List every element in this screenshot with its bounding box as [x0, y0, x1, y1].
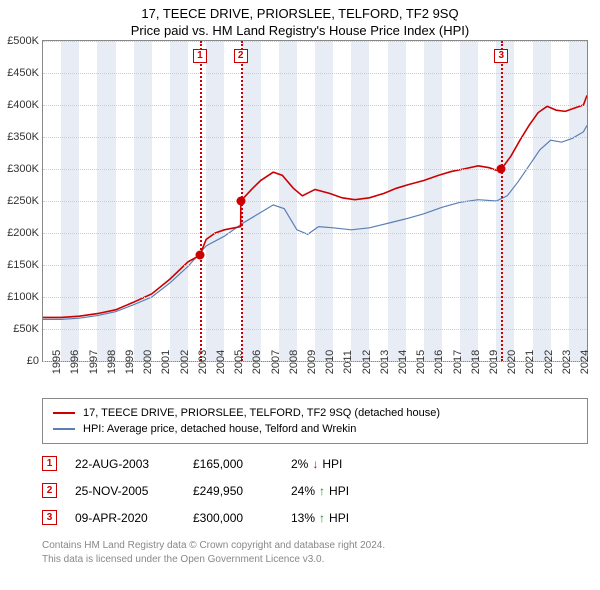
sale-vertical-line [200, 41, 202, 361]
sale-marker-icon: 3 [42, 510, 57, 525]
series-line [43, 125, 587, 319]
sale-date: 25-NOV-2005 [75, 484, 175, 498]
sale-marker-icon: 2 [234, 49, 248, 63]
legend: 17, TEECE DRIVE, PRIORSLEE, TELFORD, TF2… [42, 398, 588, 444]
legend-swatch [53, 412, 75, 414]
legend-row: 17, TEECE DRIVE, PRIORSLEE, TELFORD, TF2… [53, 405, 577, 421]
arrow-down-icon: ↓ [312, 457, 318, 471]
sale-price: £300,000 [193, 511, 273, 525]
title-sub: Price paid vs. HM Land Registry's House … [0, 23, 600, 38]
sale-marker-icon: 2 [42, 483, 57, 498]
legend-swatch [53, 428, 75, 430]
sale-dot-icon [497, 165, 506, 174]
title-main: 17, TEECE DRIVE, PRIORSLEE, TELFORD, TF2… [0, 6, 600, 21]
gridline [43, 297, 587, 298]
footer-line: Contains HM Land Registry data © Crown c… [42, 539, 588, 553]
sale-suffix: HPI [322, 457, 342, 471]
gridline [43, 329, 587, 330]
sale-price: £165,000 [193, 457, 273, 471]
y-axis-label: £150K [7, 259, 43, 271]
gridline [43, 265, 587, 266]
y-axis-label: £350K [7, 131, 43, 143]
sale-dot-icon [236, 197, 245, 206]
y-axis-label: £500K [7, 35, 43, 47]
footer-line: This data is licensed under the Open Gov… [42, 553, 588, 567]
sales-list: 1 22-AUG-2003 £165,000 2% ↓ HPI 2 25-NOV… [42, 450, 588, 531]
sale-suffix: HPI [329, 484, 349, 498]
gridline [43, 233, 587, 234]
y-axis-label: £0 [27, 355, 43, 367]
sale-pct: 2% [291, 457, 308, 471]
sale-date: 09-APR-2020 [75, 511, 175, 525]
sale-date: 22-AUG-2003 [75, 457, 175, 471]
y-axis-label: £50K [13, 323, 43, 335]
sale-marker-icon: 1 [193, 49, 207, 63]
sale-delta: 24% ↑ HPI [291, 484, 349, 498]
title-block: 17, TEECE DRIVE, PRIORSLEE, TELFORD, TF2… [0, 0, 600, 40]
chart-wrap: £0£50K£100K£150K£200K£250K£300K£350K£400… [42, 40, 588, 390]
sale-price: £249,950 [193, 484, 273, 498]
y-axis-label: £450K [7, 67, 43, 79]
sale-marker-icon: 1 [42, 456, 57, 471]
gridline [43, 137, 587, 138]
chart-container: 17, TEECE DRIVE, PRIORSLEE, TELFORD, TF2… [0, 0, 600, 566]
x-axis-label: 2024 [579, 350, 600, 374]
sale-delta: 2% ↓ HPI [291, 457, 342, 471]
sale-row: 2 25-NOV-2005 £249,950 24% ↑ HPI [42, 477, 588, 504]
sale-vertical-line [501, 41, 503, 361]
sale-marker-icon: 3 [494, 49, 508, 63]
sale-delta: 13% ↑ HPI [291, 511, 349, 525]
y-axis-label: £250K [7, 195, 43, 207]
y-axis-label: £400K [7, 99, 43, 111]
series-line [43, 95, 587, 317]
chart-plot-area: £0£50K£100K£150K£200K£250K£300K£350K£400… [42, 40, 588, 362]
y-axis-label: £300K [7, 163, 43, 175]
gridline [43, 105, 587, 106]
arrow-up-icon: ↑ [319, 484, 325, 498]
legend-label: 17, TEECE DRIVE, PRIORSLEE, TELFORD, TF2… [83, 407, 440, 419]
gridline [43, 73, 587, 74]
sale-pct: 24% [291, 484, 315, 498]
x-axis-labels: 1995199619971998199920002001200220032004… [42, 362, 588, 390]
legend-row: HPI: Average price, detached house, Telf… [53, 421, 577, 437]
arrow-up-icon: ↑ [319, 511, 325, 525]
footer: Contains HM Land Registry data © Crown c… [42, 539, 588, 566]
gridline [43, 41, 587, 42]
gridline [43, 201, 587, 202]
sale-row: 1 22-AUG-2003 £165,000 2% ↓ HPI [42, 450, 588, 477]
legend-label: HPI: Average price, detached house, Telf… [83, 423, 356, 435]
y-axis-label: £200K [7, 227, 43, 239]
sale-pct: 13% [291, 511, 315, 525]
y-axis-label: £100K [7, 291, 43, 303]
sale-dot-icon [195, 251, 204, 260]
sale-row: 3 09-APR-2020 £300,000 13% ↑ HPI [42, 504, 588, 531]
sale-suffix: HPI [329, 511, 349, 525]
